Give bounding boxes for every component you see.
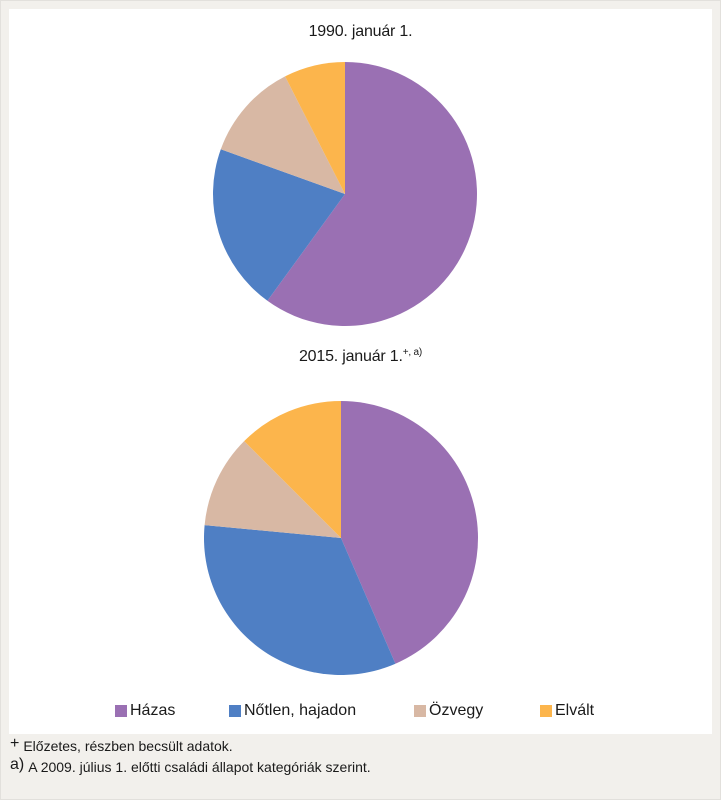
footnote-mark-plus: +	[10, 735, 20, 752]
legend-label-notlen-hajadon: Nőtlen, hajadon	[244, 702, 357, 719]
footnote-text-preliminary: Előzetes, részben becsült adatok.	[23, 738, 233, 754]
pie-1990-slice-notlen-hajadon	[213, 149, 345, 301]
plot-area: 1990. január 1. 2015. január 1.+, a) Ház…	[9, 9, 712, 734]
pie-2015-slice-ozvegy	[204, 441, 341, 538]
legend-swatch-notlen-hajadon	[229, 705, 241, 717]
pie-2015-slice-elvalt	[244, 401, 341, 538]
legend-swatch-ozvegy	[414, 705, 426, 717]
pie-2015-title: 2015. január 1.+, a)	[9, 347, 712, 366]
legend-label-hazas: Házas	[130, 702, 176, 719]
footnote-categories: a) A 2009. július 1. előtti családi álla…	[10, 756, 710, 778]
pie-2015-slice-notlen-hajadon	[203, 525, 396, 675]
pie-charts	[203, 62, 478, 675]
legend-item-hazas: Házas	[115, 702, 175, 720]
footnote-preliminary: + Előzetes, részben becsült adatok.	[10, 735, 710, 757]
pie-2015-slice-hazas	[341, 401, 478, 664]
footnote-mark-a: a)	[10, 756, 25, 773]
pie-1990-slice-ozvegy	[220, 76, 345, 194]
legend-label-elvalt: Elvált	[555, 702, 595, 719]
legend-item-elvalt: Elvált	[540, 702, 594, 720]
legend-label-ozvegy: Özvegy	[429, 702, 484, 719]
pie-1990-title-text: 1990. január 1.	[308, 23, 413, 40]
pie-2015-title-text: 2015. január 1.	[298, 348, 403, 365]
legend: Házas Nőtlen, hajadon Özvegy Elvált	[9, 702, 712, 726]
pie-1990-slice-elvalt	[285, 62, 345, 194]
pie-2015-title-footnote-mark: +, a)	[402, 347, 423, 358]
legend-item-ozvegy: Özvegy	[414, 702, 483, 720]
pie-1990-title: 1990. január 1.	[9, 23, 712, 41]
pie-1990-slice-hazas	[267, 62, 478, 326]
legend-swatch-hazas	[115, 705, 127, 717]
legend-swatch-elvalt	[540, 705, 552, 717]
footnotes: + Előzetes, részben becsült adatok. a) A…	[10, 735, 710, 778]
legend-item-notlen-hajadon: Nőtlen, hajadon	[229, 702, 356, 720]
footnote-text-categories: A 2009. július 1. előtti családi állapot…	[28, 759, 371, 775]
